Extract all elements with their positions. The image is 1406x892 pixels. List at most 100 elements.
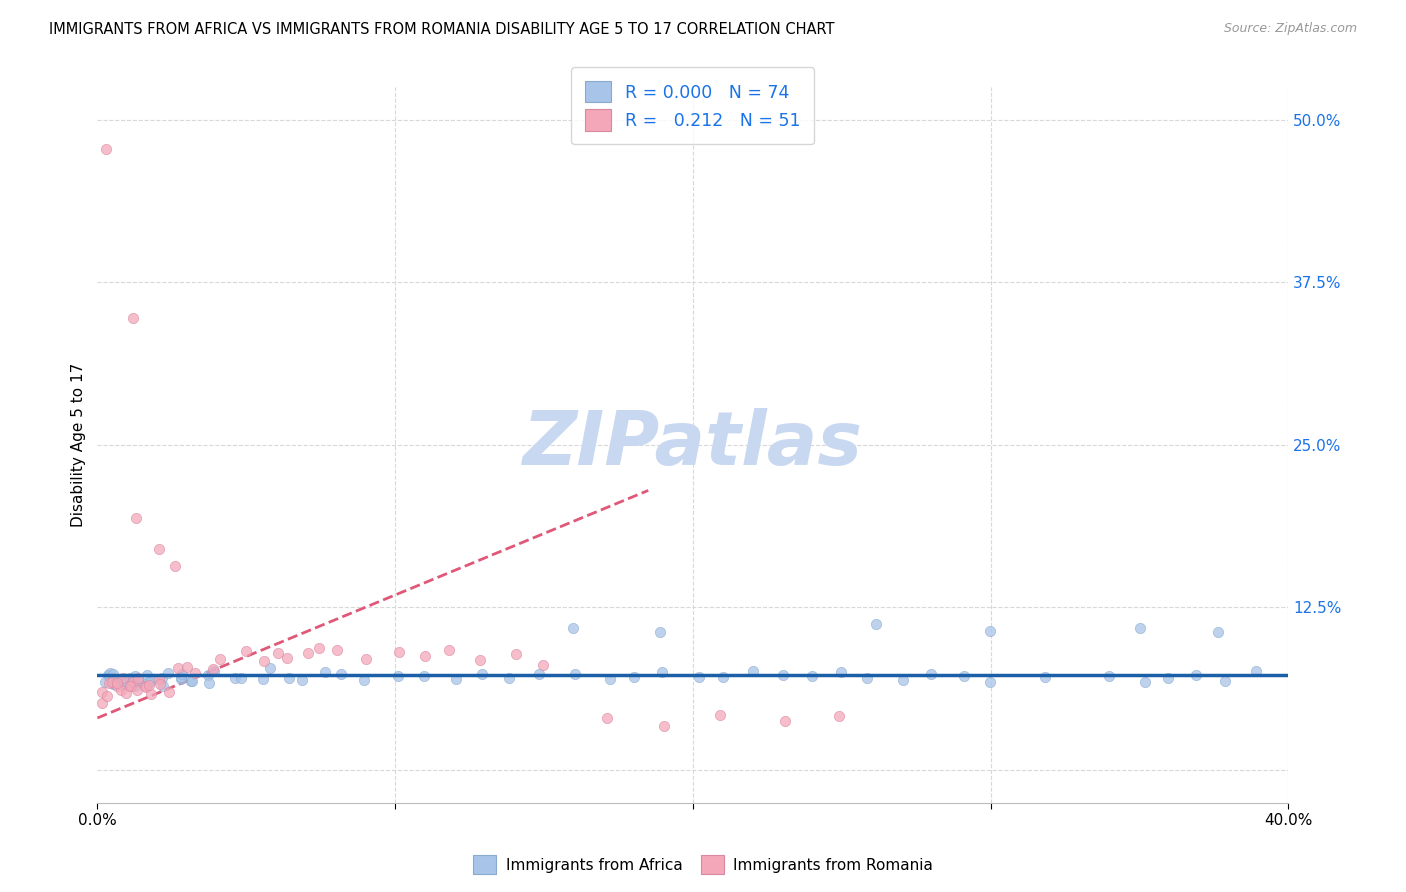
Point [711, 670, 734, 684]
Point [157, 684, 180, 698]
Point [979, 674, 1001, 689]
Point [277, 671, 299, 685]
Point [1098, 669, 1121, 683]
Legend: Immigrants from Africa, Immigrants from Romania: Immigrants from Africa, Immigrants from … [467, 849, 939, 880]
Point [709, 707, 731, 722]
Point [100, 675, 122, 690]
Point [527, 667, 550, 681]
Point [149, 677, 172, 691]
Point [235, 644, 257, 658]
Point [1133, 675, 1156, 690]
Point [828, 709, 851, 723]
Point [202, 662, 225, 676]
Point [134, 679, 156, 693]
Point [163, 558, 186, 573]
Point [599, 672, 621, 686]
Point [104, 676, 127, 690]
Point [91, 684, 114, 698]
Point [114, 675, 136, 690]
Point [920, 666, 942, 681]
Point [308, 640, 330, 655]
Text: Source: ZipAtlas.com: Source: ZipAtlas.com [1223, 22, 1357, 36]
Point [388, 645, 411, 659]
Point [259, 661, 281, 675]
Point [231, 671, 253, 685]
Point [176, 659, 198, 673]
Point [184, 666, 207, 681]
Point [437, 643, 460, 657]
Point [276, 650, 298, 665]
Point [354, 652, 377, 666]
Point [141, 687, 163, 701]
Y-axis label: Disability Age 5 to 17: Disability Age 5 to 17 [72, 363, 86, 527]
Point [471, 666, 494, 681]
Point [127, 673, 149, 687]
Point [120, 679, 142, 693]
Point [314, 665, 336, 679]
Point [120, 679, 142, 693]
Point [112, 677, 135, 691]
Point [291, 673, 314, 687]
Point [148, 542, 170, 557]
Point [94, 142, 117, 156]
Point [772, 668, 794, 682]
Point [252, 672, 274, 686]
Point [115, 686, 138, 700]
Point [623, 670, 645, 684]
Point [125, 511, 148, 525]
Point [266, 646, 288, 660]
Point [865, 616, 887, 631]
Point [596, 711, 619, 725]
Point [208, 652, 231, 666]
Point [198, 675, 221, 690]
Point [446, 672, 468, 686]
Point [90, 696, 112, 710]
Point [353, 673, 375, 687]
Point [180, 673, 202, 688]
Point [152, 679, 174, 693]
Point [297, 646, 319, 660]
Point [741, 664, 763, 678]
Point [498, 671, 520, 685]
Text: IMMIGRANTS FROM AFRICA VS IMMIGRANTS FROM ROMANIA DISABILITY AGE 5 TO 17 CORRELA: IMMIGRANTS FROM AFRICA VS IMMIGRANTS FRO… [49, 22, 835, 37]
Point [1129, 621, 1152, 635]
Point [561, 621, 583, 635]
Point [135, 668, 157, 682]
Point [775, 714, 797, 728]
Point [172, 666, 194, 681]
Legend: R = 0.000   N = 74, R =   0.212   N = 51: R = 0.000 N = 74, R = 0.212 N = 51 [571, 68, 814, 145]
Point [124, 668, 146, 682]
Point [150, 671, 173, 685]
Point [105, 680, 128, 694]
Point [505, 648, 527, 662]
Point [652, 718, 675, 732]
Point [651, 665, 673, 680]
Point [115, 674, 138, 689]
Point [1206, 624, 1229, 639]
Point [830, 665, 852, 679]
Point [156, 666, 179, 681]
Point [953, 669, 976, 683]
Point [169, 670, 191, 684]
Point [122, 311, 145, 326]
Point [197, 668, 219, 682]
Point [1213, 673, 1236, 688]
Point [118, 671, 141, 685]
Point [979, 624, 1001, 638]
Point [141, 672, 163, 686]
Point [387, 669, 409, 683]
Point [224, 671, 246, 685]
Point [124, 679, 146, 693]
Point [122, 675, 145, 690]
Point [127, 683, 149, 698]
Point [470, 653, 492, 667]
Point [1185, 668, 1208, 682]
Point [413, 649, 436, 664]
Point [891, 673, 914, 687]
Point [413, 669, 436, 683]
Point [564, 666, 586, 681]
Point [531, 658, 554, 673]
Point [648, 625, 671, 640]
Point [127, 674, 149, 689]
Point [98, 668, 121, 682]
